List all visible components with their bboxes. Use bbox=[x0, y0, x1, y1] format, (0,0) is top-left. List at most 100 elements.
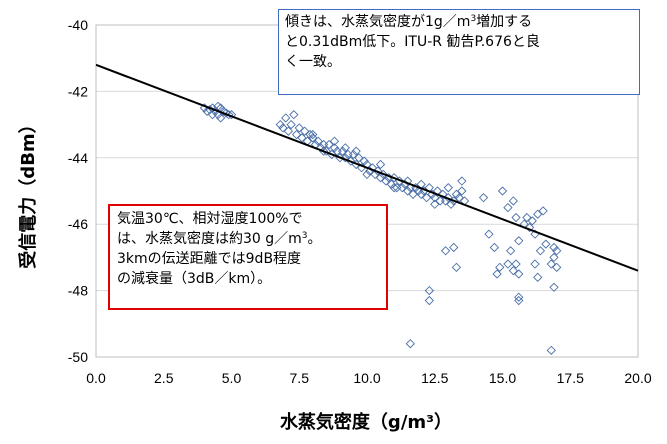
data-point bbox=[549, 282, 559, 292]
slope-annotation-line-3: く一致。 bbox=[285, 54, 341, 70]
data-point bbox=[283, 126, 294, 136]
data-point bbox=[457, 176, 467, 186]
x-tick-label: 17.5 bbox=[557, 370, 584, 386]
data-point bbox=[375, 173, 386, 183]
data-point bbox=[389, 183, 399, 193]
data-point bbox=[457, 186, 467, 196]
data-point bbox=[278, 123, 288, 133]
y-tick-label: -46 bbox=[68, 216, 88, 232]
data-point bbox=[489, 242, 500, 253]
data-point bbox=[313, 136, 323, 146]
trend-line bbox=[95, 63, 639, 272]
data-point bbox=[438, 189, 448, 199]
data-point bbox=[503, 259, 513, 269]
data-point bbox=[367, 163, 378, 173]
data-point bbox=[511, 259, 521, 269]
data-point bbox=[281, 113, 291, 123]
data-point bbox=[430, 199, 440, 209]
data-point bbox=[348, 149, 359, 160]
data-point bbox=[533, 272, 543, 282]
data-point bbox=[424, 295, 434, 306]
data-point bbox=[218, 106, 229, 116]
data-point bbox=[373, 166, 383, 176]
data-point bbox=[514, 292, 524, 302]
data-point bbox=[484, 229, 494, 239]
data-point bbox=[511, 212, 521, 223]
data-point bbox=[514, 269, 524, 279]
y-tick-label: -50 bbox=[68, 349, 88, 365]
attenuation-annotation-line-1: 気温30℃、相対湿度100%で bbox=[117, 211, 303, 227]
data-point bbox=[375, 159, 386, 170]
data-point bbox=[535, 246, 546, 256]
x-tick-label: 2.5 bbox=[154, 370, 174, 386]
data-point bbox=[416, 189, 426, 199]
data-point bbox=[397, 183, 407, 193]
data-point bbox=[403, 176, 413, 186]
y-tick-label: -40 bbox=[68, 17, 88, 33]
data-point bbox=[408, 189, 418, 199]
data-point bbox=[354, 153, 364, 163]
data-point bbox=[226, 110, 237, 120]
data-point bbox=[308, 129, 318, 140]
x-tick-label: 0.0 bbox=[86, 370, 106, 386]
data-point bbox=[294, 123, 304, 133]
data-point bbox=[552, 262, 562, 272]
data-point bbox=[403, 186, 413, 196]
data-point bbox=[221, 108, 231, 118]
x-tick-label: 7.5 bbox=[290, 370, 310, 386]
attenuation-annotation: 気温30℃、相対湿度100%で は、水蒸気密度は約30 g／m3。 3kmの伝送… bbox=[108, 204, 388, 310]
data-point bbox=[446, 199, 456, 209]
data-point bbox=[497, 186, 508, 196]
data-point bbox=[449, 242, 459, 253]
data-point bbox=[440, 246, 451, 256]
data-point bbox=[421, 193, 432, 203]
data-point bbox=[533, 209, 543, 219]
data-point bbox=[370, 169, 380, 180]
data-point bbox=[340, 143, 350, 153]
data-point bbox=[286, 119, 296, 130]
data-point bbox=[405, 339, 415, 349]
data-point bbox=[495, 262, 505, 272]
data-point bbox=[524, 222, 535, 233]
data-point bbox=[514, 236, 524, 246]
data-point bbox=[505, 246, 516, 256]
data-point bbox=[508, 196, 518, 206]
data-point bbox=[289, 110, 299, 120]
data-point bbox=[530, 259, 540, 269]
data-point bbox=[541, 239, 551, 249]
data-point bbox=[478, 193, 489, 203]
data-point bbox=[443, 183, 453, 193]
data-point bbox=[503, 202, 513, 213]
x-tick-labels: 0.0 2.5 5.0 7.5 10.0 12.5 15.0 17.5 20.0 bbox=[86, 370, 652, 386]
data-point bbox=[546, 259, 556, 269]
data-point bbox=[443, 193, 453, 203]
attenuation-annotation-line-4: の減衰量（3dB／km）。 bbox=[117, 271, 272, 287]
data-point bbox=[297, 133, 307, 143]
data-point bbox=[340, 153, 350, 163]
x-tick-label: 15.0 bbox=[489, 370, 516, 386]
data-point bbox=[329, 136, 340, 146]
x-tick-label: 20.0 bbox=[624, 370, 651, 386]
attenuation-annotation-line-2: は、水蒸気密度は約30 g／m3。 bbox=[117, 231, 322, 247]
data-point bbox=[321, 146, 331, 156]
data-point bbox=[522, 212, 532, 223]
data-point bbox=[451, 262, 462, 272]
data-point bbox=[300, 126, 310, 136]
x-tick-label: 10.0 bbox=[353, 370, 380, 386]
data-point bbox=[538, 206, 548, 216]
data-point bbox=[207, 110, 218, 120]
y-tick-label: -44 bbox=[68, 150, 88, 166]
data-point bbox=[552, 246, 562, 256]
x-tick-label: 12.5 bbox=[421, 370, 448, 386]
y-axis-title: 受信電力（dBm） bbox=[17, 115, 39, 268]
data-point bbox=[351, 146, 361, 156]
data-point bbox=[216, 113, 226, 123]
data-point bbox=[381, 176, 391, 186]
data-point bbox=[291, 129, 302, 140]
slope-annotation-line-1: 傾きは、水蒸気密度が1g／m3増加する bbox=[285, 14, 533, 30]
data-point bbox=[514, 295, 524, 306]
data-point bbox=[527, 216, 537, 226]
x-tick-label: 5.0 bbox=[222, 370, 242, 386]
data-point bbox=[308, 133, 318, 143]
